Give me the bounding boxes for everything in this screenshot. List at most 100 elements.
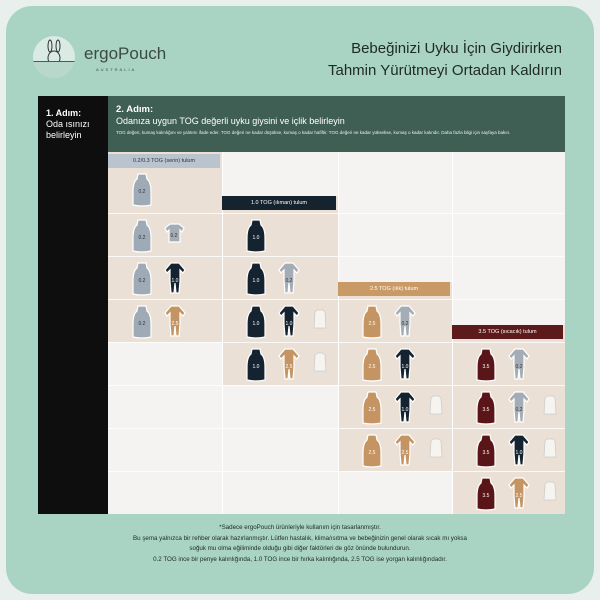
row-divider [108, 385, 565, 386]
tog-value: 2.5 [402, 450, 409, 456]
tog-value: 3.5 [483, 364, 490, 370]
tog-value: 1.0 [253, 364, 260, 370]
row-divider [108, 256, 565, 257]
sleep-sack-icon: 1.0 [246, 262, 266, 296]
tog-value: 2.5 [369, 321, 376, 327]
tog-value: 1.0 [172, 278, 179, 284]
onesie-icon: 2.5 [394, 434, 416, 466]
tog-value: 0.2 [139, 321, 146, 327]
tog-value: 1.0 [286, 321, 293, 327]
footer-line: Bu şema yalnızca bir rehber olarak hazır… [133, 534, 467, 542]
title-line-2: Tahmin Yürütmeyi Ortadan Kaldırın [327, 62, 562, 79]
tog-value: 1.0 [516, 450, 523, 456]
footer-line: 0.2 TOG ince bir penye kalınlığında, 1.0… [153, 555, 447, 563]
footer-notes: *Sadece ergoPouch ürünleriyle kullanım i… [20, 523, 580, 565]
rabbit-logo-icon [33, 36, 75, 78]
tog-value: 0.2 [286, 278, 293, 284]
tog-value: 3.5 [483, 407, 490, 413]
vest-icon [543, 395, 557, 415]
sleep-sack-icon: 3.5 [476, 348, 496, 382]
row-divider [108, 471, 565, 472]
row-divider [108, 299, 565, 300]
footer-line: *Sadece ergoPouch ürünleriyle kullanım i… [219, 524, 381, 531]
tog-value: 0.2 [516, 364, 523, 370]
tog-value: 2.5 [516, 493, 523, 499]
sleep-sack-icon: 3.5 [476, 391, 496, 425]
sleep-sack-icon: 1.0 [246, 219, 266, 253]
step-2-heading: 2. Adım: [116, 104, 154, 115]
sleep-sack-icon: 2.5 [362, 348, 382, 382]
tog-value: 0.2 [139, 278, 146, 284]
tog-value: 0.2 [402, 321, 409, 327]
title-line-1: Bebeğinizi Uyku İçin Giydirirken [351, 40, 562, 57]
column-divider [338, 152, 339, 514]
tog-value: 1.0 [402, 407, 409, 413]
step-1-heading: 1. Adım: [46, 108, 82, 118]
tog-value: 1.0 [253, 235, 260, 241]
onesie-icon: 0.2 [278, 262, 300, 294]
sleep-sack-icon: 2.5 [362, 434, 382, 468]
onesie-icon: 0.2 [508, 348, 530, 380]
tog-value: 0.2 [139, 235, 146, 241]
onesie-icon: 1.0 [164, 262, 186, 294]
tog-value: 1.0 [402, 364, 409, 370]
tog-value: 3.5 [483, 450, 490, 456]
onesie-icon: 1.0 [508, 434, 530, 466]
sleep-sack-icon: 0.2 [132, 219, 152, 253]
sleep-sack-icon: 2.5 [362, 305, 382, 339]
step-2-header: 2. Adım: Odanıza uygun TOG değerli uyku … [108, 96, 565, 152]
vest-icon [313, 309, 327, 329]
onesie-icon: 1.0 [394, 391, 416, 423]
row-divider [108, 428, 565, 429]
vest-icon [543, 481, 557, 501]
onesie-icon: 2.5 [508, 477, 530, 509]
tog-value: 2.5 [286, 364, 293, 370]
tog-value: 1.0 [253, 278, 260, 284]
tog-value: 1.0 [253, 321, 260, 327]
column-shade [108, 152, 222, 342]
tog-column-label: 0.2/0.3 TOG (serin) tulum [108, 154, 220, 168]
romper-icon: 0.2 [164, 223, 185, 243]
tog-value: 2.5 [369, 450, 376, 456]
footer-line: soğuk mu olma eğiliminde olduğu gibi diğ… [189, 545, 411, 552]
row-divider [108, 213, 565, 214]
onesie-icon: 0.2 [508, 391, 530, 423]
step-2-description: TOG değeri, kumaş kalınlığını ve yalıtım… [116, 130, 511, 135]
onesie-icon: 0.2 [394, 305, 416, 337]
sleep-sack-icon: 0.2 [132, 305, 152, 339]
tog-value: 2.5 [369, 364, 376, 370]
vest-icon [313, 352, 327, 372]
onesie-icon: 2.5 [278, 348, 300, 380]
tog-column-label: 1.0 TOG (ılıman) tulum [222, 196, 336, 210]
tog-value: 0.2 [139, 189, 146, 195]
sleep-sack-icon: 0.2 [132, 173, 152, 207]
vest-icon [543, 438, 557, 458]
step-1-text: Oda ısınızı [46, 119, 90, 129]
tog-column-label: 3.5 TOG (sıcacık) tulum [452, 325, 563, 339]
step-1-column: 1. Adım: Oda ısınızı belirleyin [38, 96, 108, 514]
sleep-sack-icon: 1.0 [246, 348, 266, 382]
tog-value: 2.5 [369, 407, 376, 413]
step-1-text-2: belirleyin [46, 130, 82, 140]
sleep-sack-icon: 3.5 [476, 477, 496, 511]
tog-value: 3.5 [483, 493, 490, 499]
page-title: Bebeğinizi Uyku İçin Giydirirken Tahmin … [328, 38, 562, 82]
row-divider [108, 342, 565, 343]
vest-icon [429, 438, 443, 458]
vest-icon [429, 395, 443, 415]
tog-value: 2.5 [172, 321, 179, 327]
sleep-sack-icon: 1.0 [246, 305, 266, 339]
onesie-icon: 1.0 [394, 348, 416, 380]
tog-column-label: 2.5 TOG (ılık) tulum [338, 282, 450, 296]
column-divider [222, 152, 223, 514]
tog-value: 0.2 [171, 233, 178, 239]
step-2-subheading: Odanıza uygun TOG değerli uyku giysini v… [116, 116, 345, 126]
onesie-icon: 2.5 [164, 305, 186, 337]
tog-value: 0.2 [516, 407, 523, 413]
brand-name: ergoPouch [84, 44, 167, 63]
onesie-icon: 1.0 [278, 305, 300, 337]
sleep-sack-icon: 0.2 [132, 262, 152, 296]
sleep-sack-icon: 3.5 [476, 434, 496, 468]
sleep-sack-icon: 2.5 [362, 391, 382, 425]
brand-subtitle: AUSTRALIA [96, 67, 137, 72]
